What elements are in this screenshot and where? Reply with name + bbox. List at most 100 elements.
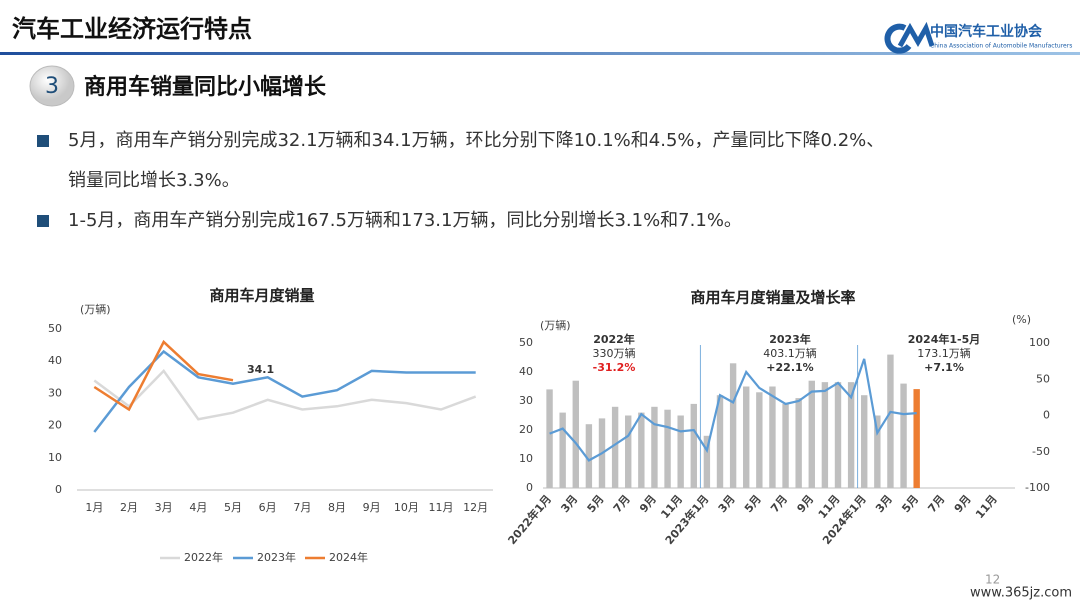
y-axis-label: (万辆) — [540, 318, 571, 332]
y-tick-label: 40 — [48, 354, 62, 367]
x-tick-label: 3月 — [716, 493, 738, 516]
bar — [769, 386, 776, 488]
x-tick-label: 5月 — [742, 493, 764, 516]
annotation-year: 2022年 — [593, 332, 635, 346]
x-tick-label: 11月 — [429, 501, 454, 514]
annotation-total: 403.1万辆 — [763, 346, 817, 360]
bar — [913, 389, 920, 488]
x-tick-label: 8月 — [328, 501, 346, 514]
bar — [651, 406, 658, 488]
bar — [638, 412, 645, 488]
bar — [847, 382, 855, 488]
x-tick-label: 3月 — [873, 493, 895, 516]
y2-axis-label: (%) — [1012, 313, 1031, 326]
legend-label: 2022年 — [184, 550, 223, 564]
header-rule — [0, 52, 1080, 55]
x-tick-label: 9月 — [363, 501, 381, 514]
y2-tick-label: -100 — [1025, 481, 1050, 494]
y2-tick-label: 100 — [1029, 336, 1050, 349]
series-line — [93, 339, 234, 412]
bar — [874, 415, 881, 488]
y-tick-label: 10 — [519, 452, 533, 465]
bullet-marker — [37, 135, 49, 147]
x-tick-label: 7月 — [926, 493, 948, 516]
section-heading: 商用车销量同比小幅增长 — [84, 74, 327, 100]
bar — [585, 424, 593, 488]
bar — [743, 386, 750, 488]
bar — [611, 406, 619, 488]
org-name: 中国汽车工业协会 — [930, 23, 1043, 40]
x-tick-label: 5月 — [585, 493, 607, 516]
bar — [690, 403, 697, 488]
bar — [703, 435, 711, 488]
y-tick-label: 30 — [48, 386, 62, 399]
bar — [559, 412, 566, 488]
bar — [808, 380, 815, 488]
series-line — [93, 368, 477, 421]
y-tick-label: 40 — [519, 365, 533, 378]
y2-tick-label: 0 — [1043, 409, 1050, 422]
bar — [729, 363, 737, 488]
x-tick-label: 9月 — [637, 493, 659, 516]
bar — [861, 395, 868, 488]
annotation-total: 173.1万辆 — [917, 346, 971, 360]
annotation-year: 2024年1-5月 — [908, 332, 981, 346]
x-tick-label: 1月 — [85, 501, 103, 514]
growth-line — [549, 358, 917, 462]
page-number: 12 — [985, 573, 1000, 587]
annotation-growth: -31.2% — [593, 361, 636, 374]
y2-tick-label: 50 — [1036, 372, 1050, 385]
bar — [572, 380, 579, 488]
legend-label: 2023年 — [257, 550, 296, 564]
x-tick-label: 9月 — [794, 493, 816, 516]
x-tick-label: 3月 — [155, 501, 173, 514]
bar — [821, 382, 829, 488]
y-tick-label: 0 — [526, 481, 533, 494]
annotation-year: 2023年 — [769, 332, 811, 346]
x-tick-label: 9月 — [952, 493, 974, 516]
section-number: 3 — [45, 74, 59, 99]
chart-title: 商用车月度销量 — [209, 287, 314, 305]
x-tick-label: 5月 — [899, 493, 921, 516]
y-tick-label: 20 — [519, 423, 533, 436]
annotation-growth: +7.1% — [924, 361, 964, 374]
logo — [884, 21, 935, 54]
x-tick-label: 7月 — [293, 501, 311, 514]
bar — [664, 409, 671, 488]
x-tick-label: 4月 — [189, 501, 207, 514]
y-tick-label: 10 — [48, 451, 62, 464]
x-tick-label: 7月 — [611, 493, 633, 516]
bar — [900, 383, 907, 488]
x-tick-label: 2月 — [120, 501, 138, 514]
y-tick-label: 50 — [519, 336, 533, 349]
org-name-en: China Association of Automobile Manufact… — [930, 43, 1072, 50]
legend-label: 2024年 — [329, 550, 368, 564]
bar — [756, 392, 763, 488]
bar — [887, 354, 894, 488]
annotation-total: 330万辆 — [593, 346, 636, 360]
y-tick-label: 0 — [55, 483, 62, 496]
chart-title: 商用车月度销量及增长率 — [690, 289, 855, 307]
slide-title: 汽车工业经济运行特点 — [12, 15, 252, 43]
bullet-text: 销量同比增长3.3%。 — [68, 170, 240, 191]
y-tick-label: 30 — [519, 394, 533, 407]
bar — [795, 398, 802, 488]
y-tick-label: 50 — [48, 322, 62, 335]
y2-tick-label: -50 — [1032, 445, 1050, 458]
x-tick-label: 3月 — [558, 493, 580, 516]
x-tick-label: 7月 — [768, 493, 790, 516]
annotation-growth: +22.1% — [766, 361, 813, 374]
x-tick-label: 11月 — [973, 493, 1000, 522]
x-tick-label: 6月 — [259, 501, 277, 514]
bar — [834, 382, 842, 488]
watermark: www.365jz.com — [970, 586, 1072, 601]
x-tick-label: 5月 — [224, 501, 242, 514]
bar — [546, 389, 553, 488]
bullet-text: 5月，商用车产销分别完成32.1万辆和34.1万辆，环比分别下降10.1%和4.… — [68, 130, 884, 151]
data-label: 34.1 — [247, 363, 274, 376]
x-tick-label: 10月 — [394, 501, 419, 514]
section-badge — [29, 65, 75, 107]
bullet-marker — [37, 215, 49, 227]
